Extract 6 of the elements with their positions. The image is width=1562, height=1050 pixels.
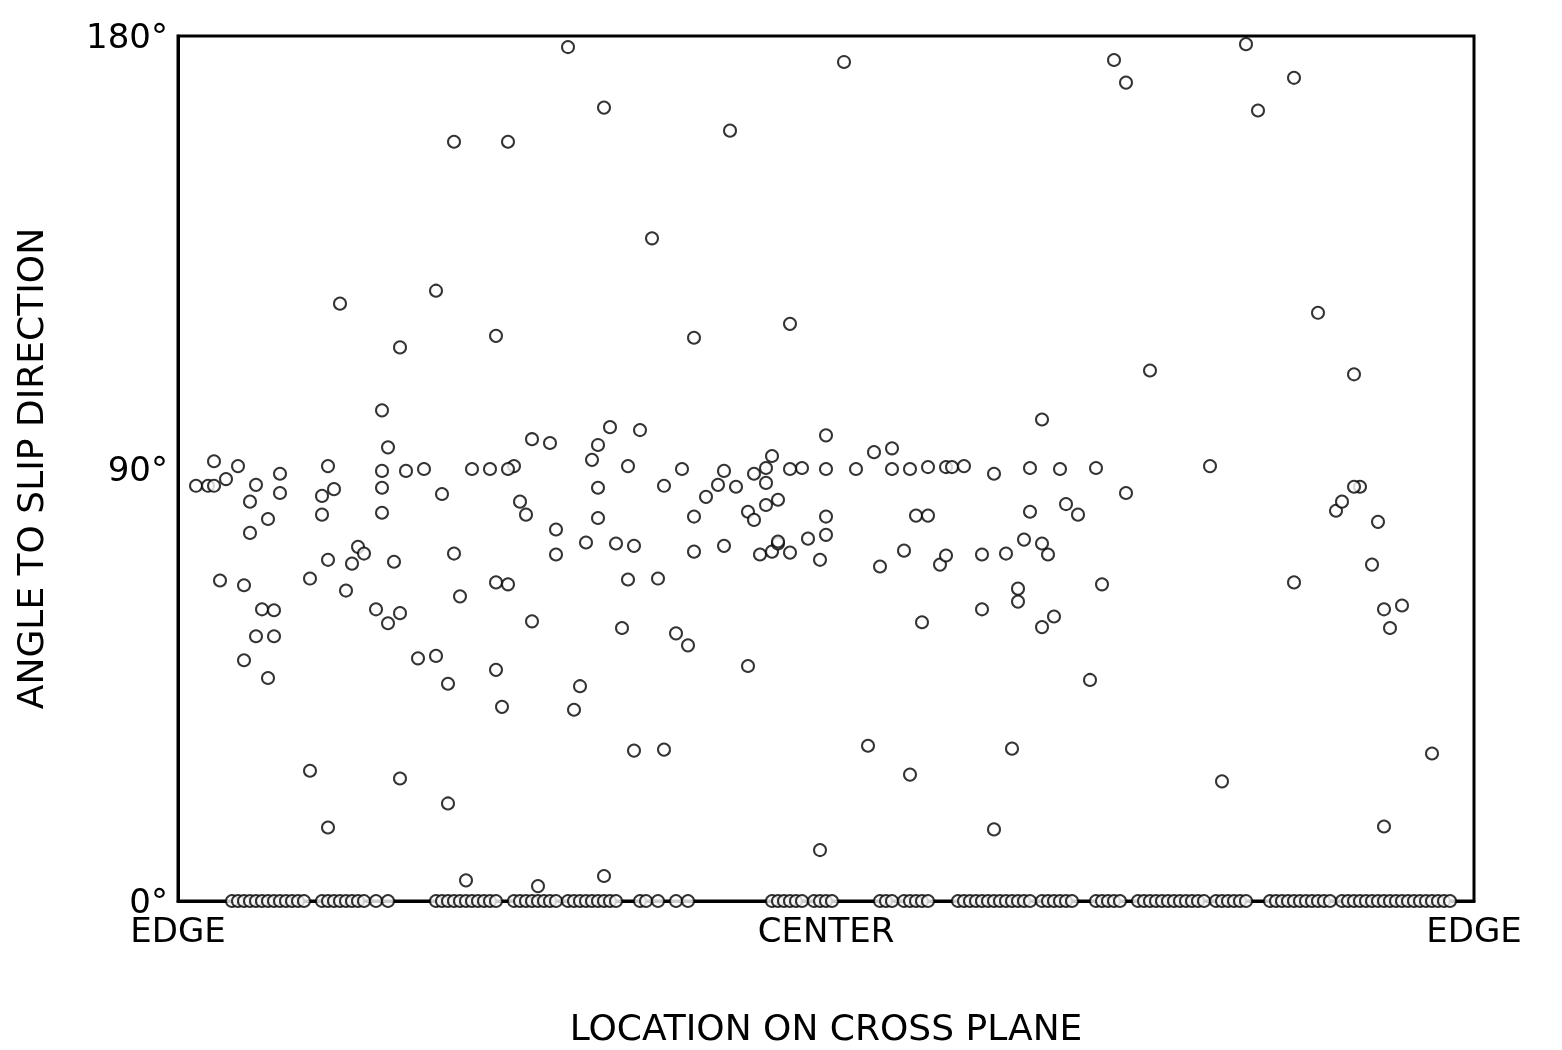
y-tick-label: 180° xyxy=(86,16,168,56)
y-axis-title: ANGLE TO SLIP DIRECTION xyxy=(9,227,51,710)
x-tick-label: CENTER xyxy=(757,910,895,950)
x-tick-label: EDGE xyxy=(1426,910,1522,950)
x-axis-title: LOCATION ON CROSS PLANE xyxy=(569,1006,1083,1048)
y-tick-label: 90° xyxy=(107,448,168,489)
